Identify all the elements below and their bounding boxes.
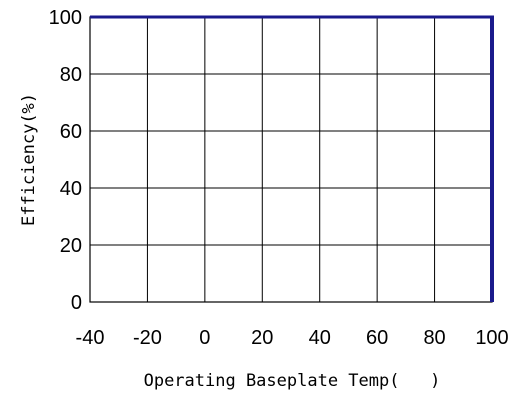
x-tick-label: 40 bbox=[309, 327, 331, 349]
y-axis-title: Efficiency(%) bbox=[19, 93, 39, 226]
x-tick-labels: -40 -20 0 20 40 60 80 100 bbox=[76, 327, 509, 349]
y-tick-label: 40 bbox=[60, 178, 82, 200]
y-tick-label: 20 bbox=[60, 235, 82, 257]
y-tick-labels: 0 20 40 60 80 100 bbox=[49, 7, 82, 314]
x-tick-label: 80 bbox=[423, 327, 445, 349]
y-tick-label: 100 bbox=[49, 7, 82, 29]
grid-lines bbox=[89, 16, 493, 303]
y-tick-label: 80 bbox=[60, 64, 82, 86]
x-tick-label: 20 bbox=[251, 327, 273, 349]
x-tick-label: -40 bbox=[76, 327, 105, 349]
x-tick-label: -20 bbox=[133, 327, 162, 349]
plot-frame bbox=[89, 16, 493, 303]
x-tick-label: 0 bbox=[199, 327, 210, 349]
x-tick-label: 100 bbox=[475, 327, 508, 349]
y-tick-label: 60 bbox=[60, 121, 82, 143]
x-tick-label: 60 bbox=[366, 327, 388, 349]
x-axis-title: Operating Baseplate Temp( ) bbox=[144, 371, 441, 391]
y-tick-label: 0 bbox=[71, 292, 82, 314]
